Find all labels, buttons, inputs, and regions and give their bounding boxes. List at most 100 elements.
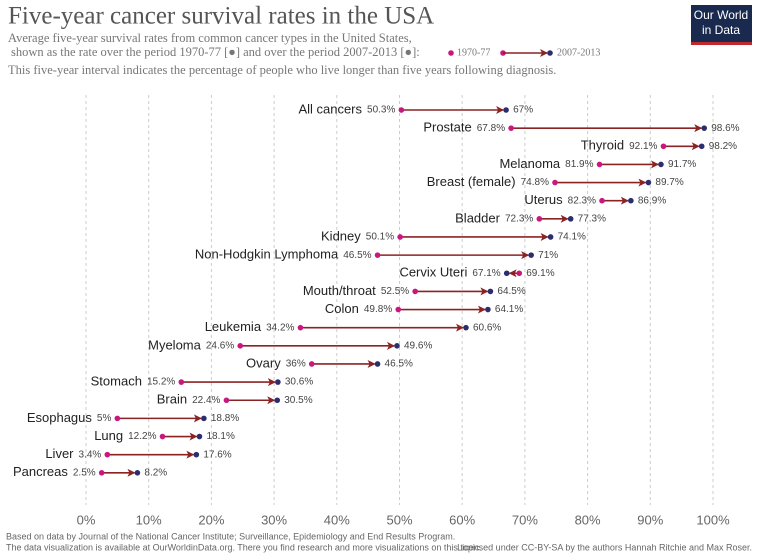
value-label: 64.1%: [495, 304, 523, 315]
dot: [374, 361, 381, 367]
category-label: Melanoma: [499, 156, 560, 171]
value-label: 36%: [286, 359, 306, 370]
category-label: Pancreas: [13, 464, 68, 479]
category-label: Kidney: [321, 228, 361, 243]
value-label: 69.1%: [526, 268, 554, 279]
value-label: 67.1%: [472, 268, 500, 279]
dot: [596, 161, 603, 168]
dot: [114, 415, 121, 422]
footer: Licensed under CC-BY-SA by the authors H…: [457, 542, 752, 552]
value-label: 67.8%: [477, 123, 505, 134]
x-tick-label: 60%: [449, 512, 475, 527]
category-label: Ovary: [246, 355, 281, 370]
value-label: 72.3%: [505, 213, 533, 224]
category-label: Colon: [325, 301, 359, 316]
dot: [308, 361, 315, 367]
x-tick-label: 30%: [261, 512, 287, 527]
x-tick-label: 100%: [696, 512, 730, 527]
subtitle: This five-year interval indicates the pe…: [8, 63, 556, 77]
value-label: 50.1%: [366, 232, 394, 243]
value-label: 50.3%: [367, 105, 395, 116]
dot: [297, 324, 304, 331]
category-label: Lung: [94, 428, 123, 443]
value-label: 52.5%: [381, 286, 409, 297]
chart-title: Five-year cancer survival rates in the U…: [8, 3, 434, 30]
legend-label: 1970-77: [457, 47, 490, 58]
dot: [98, 470, 105, 476]
category-label: Liver: [45, 446, 74, 461]
value-label: 71%: [538, 250, 558, 261]
value-label: 86.9%: [638, 195, 666, 206]
value-label: 30.6%: [285, 377, 313, 388]
legend-marker: [547, 50, 553, 56]
dot: [536, 216, 543, 222]
dot: [528, 252, 534, 258]
category-label: Bladder: [455, 210, 500, 225]
value-label: 82.3%: [568, 195, 596, 206]
value-label: 64.5%: [497, 286, 525, 297]
x-tick-label: 70%: [512, 512, 538, 527]
dot: [508, 125, 514, 131]
dot: [274, 397, 281, 404]
dot: [660, 143, 667, 150]
dot: [159, 433, 166, 440]
value-label: 8.2%: [144, 467, 167, 478]
legend-label: 2007-2013: [557, 47, 600, 58]
dot: [178, 379, 185, 385]
value-label: 89.7%: [655, 177, 683, 188]
dot: [547, 234, 554, 240]
value-label: 49.8%: [364, 304, 392, 315]
dot: [503, 270, 510, 277]
category-label: Non-Hodgkin Lymphoma: [195, 247, 339, 262]
category-label: Stomach: [91, 374, 142, 389]
value-label: 5%: [97, 413, 112, 424]
dot: [599, 197, 605, 204]
value-label: 81.9%: [565, 159, 593, 170]
category-label: Cervix Uteri: [399, 265, 467, 280]
footer: The data visualization is available at O…: [6, 542, 482, 552]
x-tick-label: 80%: [575, 512, 601, 527]
value-label: 74.1%: [558, 232, 586, 243]
value-label: 18.8%: [211, 413, 239, 424]
value-label: 24.6%: [206, 340, 234, 351]
value-label: 77.3%: [578, 213, 606, 224]
logo: [691, 5, 752, 45]
value-label: 91.7%: [668, 159, 696, 170]
value-label: 74.8%: [521, 177, 549, 188]
category-label: Uterus: [524, 192, 563, 207]
dot: [516, 270, 523, 277]
dot: [701, 125, 708, 131]
footer: Based on data by Journal of the National…: [6, 531, 455, 541]
category-label: Mouth/throat: [303, 283, 376, 298]
subtitle: shown as the rate over the period 1970-7…: [11, 45, 420, 59]
category-label: Prostate: [423, 120, 471, 135]
value-label: 34.2%: [266, 322, 294, 333]
value-label: 98.2%: [709, 141, 737, 152]
dot: [193, 451, 200, 458]
category-label: Thyroid: [581, 138, 624, 153]
dot: [104, 451, 111, 458]
x-tick-label: 0%: [77, 512, 96, 527]
dot: [134, 470, 141, 476]
dot: [394, 343, 400, 349]
x-tick-label: 20%: [198, 512, 224, 527]
value-label: 46.5%: [343, 250, 371, 261]
dot: [463, 324, 469, 331]
value-label: 3.4%: [79, 449, 102, 460]
value-label: 98.6%: [711, 123, 739, 134]
value-label: 92.1%: [629, 141, 657, 152]
legend-marker: [448, 50, 454, 56]
value-label: 15.2%: [147, 377, 175, 388]
dot: [374, 252, 381, 258]
value-label: 49.6%: [404, 340, 432, 351]
dot: [485, 306, 491, 313]
x-tick-label: 50%: [386, 512, 412, 527]
category-label: Leukemia: [205, 319, 262, 334]
value-label: 30.5%: [284, 395, 312, 406]
subtitle: Average five-year survival rates from co…: [8, 31, 412, 45]
category-label: Myeloma: [148, 337, 202, 352]
value-label: 67%: [513, 105, 533, 116]
value-label: 17.6%: [203, 449, 231, 460]
dot: [658, 161, 664, 168]
